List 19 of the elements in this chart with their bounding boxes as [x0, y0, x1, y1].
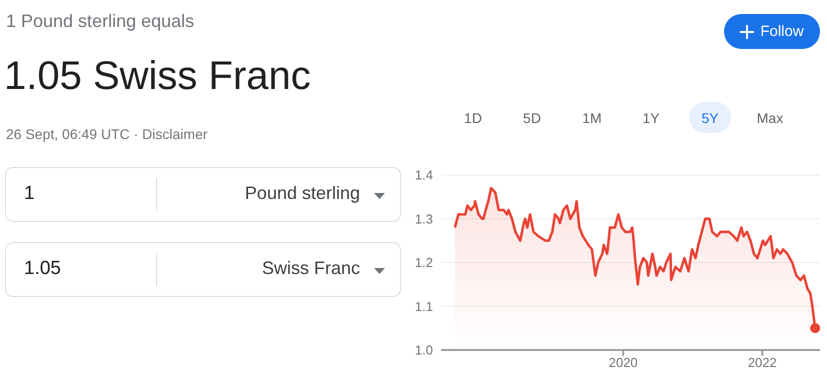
text: 5Y: [689, 102, 731, 133]
x-tick-label: 2022: [748, 355, 777, 370]
chart-subtitle: 1.05 Swiss Franc: [4, 54, 311, 99]
y-tick-label: 1.4: [414, 168, 433, 183]
text: 1 Pound sterling equals: [6, 11, 194, 32]
text: 26 Sept, 06:49 UTC · Disclaimer: [6, 126, 208, 142]
text: 1D: [463, 108, 483, 128]
follow-button: Follow: [724, 14, 820, 49]
currency-field: 1 Pound sterling: [5, 167, 401, 222]
y-tick-label: 1.0: [414, 342, 433, 358]
currency-field: 1.05 Swiss Franc: [5, 242, 401, 297]
y-tick-label: 1.2: [414, 255, 433, 270]
x-tick-label: 2020: [608, 355, 638, 370]
text: Max: [756, 108, 784, 128]
text: 5D: [522, 108, 542, 128]
text: 1Y: [641, 108, 661, 128]
y-tick-label: 1.3: [414, 211, 433, 226]
text: 1M: [581, 108, 603, 128]
y-tick-label: 1.1: [414, 298, 433, 314]
